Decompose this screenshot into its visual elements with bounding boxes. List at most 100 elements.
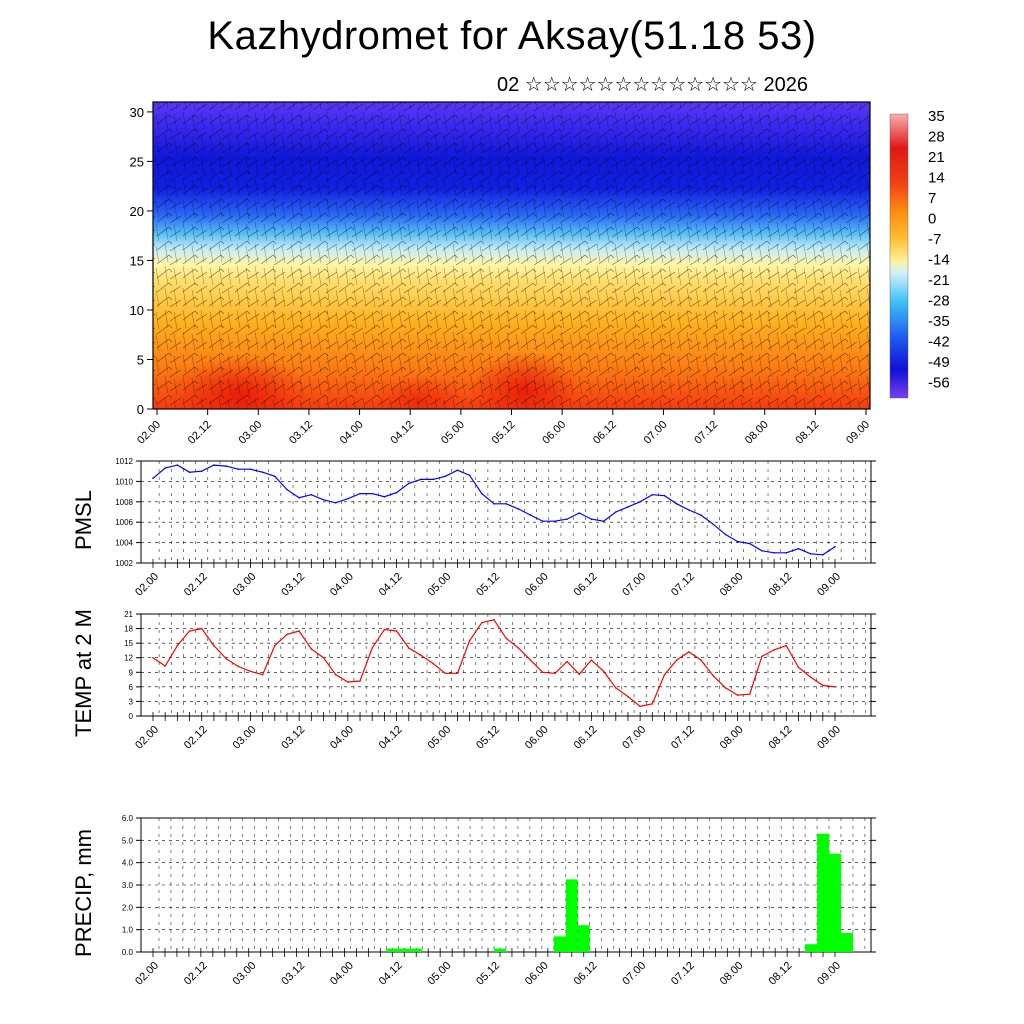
heatmap-x-tick-label: 03.12	[287, 419, 315, 447]
panel-y-tick-label: 2.0	[122, 903, 134, 912]
panel-x-tick-label: 05.00	[425, 571, 453, 599]
series-point	[785, 644, 788, 647]
series-point	[200, 470, 203, 473]
precip-bar	[386, 948, 399, 952]
colorbar-label: -28	[928, 293, 950, 310]
series-point	[456, 469, 459, 471]
heatmap-x-tick-label: 09.00	[844, 419, 872, 447]
series-point	[797, 547, 800, 550]
heatmap-x-tick-label: 07.00	[642, 419, 670, 447]
precip-bar	[805, 944, 818, 952]
heatmap-y-tick-label: 15	[130, 253, 144, 268]
heatmap-x-tick-label: 02.12	[186, 419, 214, 447]
series-point	[736, 540, 739, 543]
panel-x-tick-label: 02.12	[182, 724, 210, 752]
series-point	[614, 511, 617, 513]
panel-x-tick-label: 05.00	[425, 960, 453, 988]
colorbar-label: 0	[928, 211, 936, 228]
series-point	[566, 660, 568, 663]
series-point	[468, 474, 471, 477]
series-point	[566, 518, 568, 520]
series-point	[249, 670, 252, 673]
heatmap-y-tick-label: 25	[130, 154, 144, 169]
series-point	[249, 468, 252, 470]
heatmap-x-tick-label: 04.12	[388, 419, 416, 447]
series-point	[225, 657, 227, 660]
panel-y-tick-label: 3.0	[122, 881, 134, 890]
series-point	[273, 475, 276, 478]
panel-y-tick-label: 1010	[115, 477, 133, 486]
panel-x-tick-label: 06.12	[572, 571, 600, 599]
panel-x-tick-label: 04.00	[328, 571, 356, 599]
panel-x-tick-label: 03.00	[231, 960, 259, 988]
series-point	[797, 666, 800, 669]
series-point	[785, 552, 788, 554]
panel-y-tick-label: 1002	[115, 559, 133, 568]
panel-y-axis-label: TEMP at 2 M	[71, 609, 96, 737]
series-point	[432, 662, 434, 665]
series-point	[444, 475, 447, 478]
panel-x-tick-label: 03.12	[279, 571, 307, 599]
heatmap-y-tick-label: 0	[137, 402, 144, 417]
panel-x-tick-label: 05.00	[425, 724, 453, 752]
series-point	[529, 659, 532, 661]
series-point	[554, 520, 556, 522]
panel-x-tick-label: 03.12	[279, 724, 307, 752]
series-point	[541, 671, 544, 674]
colorbar-label: -7	[928, 231, 941, 248]
series-point	[627, 695, 629, 698]
panel-y-tick-label: 1012	[115, 457, 133, 466]
precip-bar	[817, 833, 830, 952]
panel-y-tick-label: 1004	[115, 539, 133, 548]
series-point	[225, 465, 227, 467]
series-point	[822, 684, 824, 687]
series-point	[724, 687, 727, 689]
panel-x-tick-label: 08.00	[718, 724, 746, 752]
series-point	[298, 496, 300, 499]
chart-title: Kazhydromet for Aksay(51.18 53)	[207, 14, 817, 58]
panel-x-tick-label: 02.12	[182, 960, 210, 988]
series-point	[505, 637, 507, 640]
heatmap-y-axis: 0 5 10 15 20 25 30	[130, 105, 153, 417]
panel-y-tick-label: 0.0	[122, 948, 134, 957]
series-point	[261, 471, 264, 474]
colorbar-label: 14	[928, 170, 945, 187]
series-point	[237, 468, 240, 470]
series-point	[736, 694, 739, 696]
series-point	[383, 495, 386, 498]
series-point	[675, 659, 678, 661]
series-point	[712, 674, 715, 677]
series-point	[347, 681, 349, 683]
panel-x-tick-label: 06.00	[523, 571, 551, 599]
series-point	[395, 491, 398, 494]
panel-x-tick-label: 02.00	[133, 571, 161, 599]
panel-frame	[140, 613, 872, 717]
panel-y-tick-label: 5.0	[122, 836, 134, 845]
panel-x-tick-label: 07.12	[669, 724, 697, 752]
panel-x-tick-label: 05.12	[474, 571, 502, 599]
panel-x-tick-label: 07.12	[669, 571, 697, 599]
series-point	[481, 492, 483, 495]
series-point	[395, 630, 398, 632]
series-point	[529, 514, 532, 516]
series-point	[188, 471, 191, 474]
precip-bar	[565, 879, 578, 952]
panel-x-tick-label: 07.12	[669, 960, 697, 988]
series-point	[590, 518, 593, 520]
colorbar-labels: 35 28 21 14 7 0 -7 -14 -21 -28 -35 -42 -49 -56	[928, 108, 950, 392]
panel-y-tick-label: 1.0	[122, 926, 134, 935]
series-point	[213, 644, 215, 647]
series-point	[286, 488, 288, 491]
colorbar-label: -42	[928, 334, 950, 351]
series-point	[505, 503, 507, 505]
series-point	[468, 639, 471, 642]
series-point	[773, 649, 775, 651]
panel-x-tick-label: 06.12	[572, 724, 600, 752]
panel-x-tick-label: 04.12	[377, 724, 405, 752]
series-point	[334, 502, 337, 504]
panel-y-tick-label: 1006	[115, 518, 133, 527]
panel-x-tick-label: 07.00	[620, 960, 648, 988]
panel-x-tick-label: 05.12	[474, 724, 502, 752]
series-point	[627, 506, 629, 508]
